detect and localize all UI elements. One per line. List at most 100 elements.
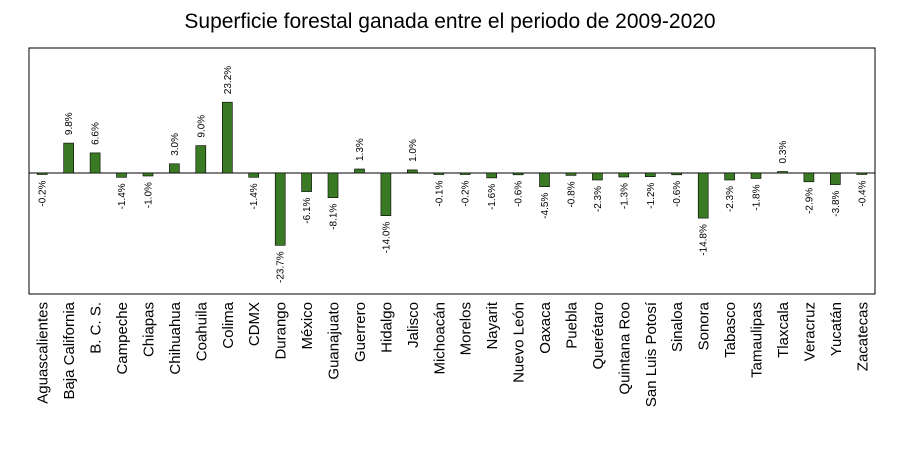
data-label-6: 3.0% bbox=[170, 133, 181, 156]
bar-19 bbox=[512, 172, 524, 176]
category-label-19: Nuevo León bbox=[511, 302, 528, 383]
bar-21 bbox=[565, 172, 577, 176]
data-label-26: -14.8% bbox=[699, 224, 710, 256]
data-label-21: -0.8% bbox=[567, 181, 578, 207]
category-label-18: Nayarit bbox=[484, 301, 501, 349]
category-label-28: Tamaulipas bbox=[749, 302, 766, 378]
category-label-32: Zacatecas bbox=[854, 302, 871, 371]
category-label-7: Coahuila bbox=[193, 301, 210, 361]
bar-7 bbox=[195, 145, 207, 174]
data-label-11: -6.1% bbox=[302, 197, 313, 223]
data-label-25: -0.6% bbox=[672, 181, 683, 207]
data-label-23: -1.3% bbox=[619, 183, 630, 209]
data-label-18: -1.6% bbox=[487, 184, 498, 210]
data-label-19: -0.6% bbox=[514, 181, 525, 207]
bar-9 bbox=[248, 172, 259, 178]
chart-title: Superficie forestal ganada entre el peri… bbox=[184, 10, 716, 33]
data-label-30: -2.9% bbox=[804, 188, 815, 214]
bar-32 bbox=[856, 172, 868, 175]
data-label-28: -1.8% bbox=[752, 184, 763, 210]
data-label-24: -1.2% bbox=[646, 183, 657, 209]
data-label-9: -1.4% bbox=[249, 183, 260, 209]
bar-25 bbox=[671, 172, 683, 176]
data-label-15: 1.0% bbox=[408, 139, 419, 162]
category-label-21: Puebla bbox=[564, 301, 581, 348]
bar-3 bbox=[89, 152, 101, 174]
category-label-29: Tlaxcala bbox=[775, 301, 792, 358]
bar-20 bbox=[539, 172, 550, 187]
category-label-22: Querétaro bbox=[590, 302, 607, 370]
category-label-16: Michoacán bbox=[431, 302, 448, 375]
bar-24 bbox=[644, 172, 656, 178]
data-label-22: -2.3% bbox=[593, 186, 604, 212]
bar-27 bbox=[724, 172, 735, 181]
data-label-20: -4.5% bbox=[540, 193, 551, 219]
category-label-2: Baja California bbox=[61, 301, 78, 399]
category-label-5: Chiapas bbox=[141, 302, 158, 357]
bar-14 bbox=[380, 172, 392, 217]
category-label-24: San Luis Potosí bbox=[643, 301, 660, 407]
category-label-8: Colima bbox=[220, 301, 237, 348]
data-label-10: -23.7% bbox=[276, 251, 287, 283]
bar-29 bbox=[777, 171, 788, 174]
category-label-14: Hidalgo bbox=[378, 302, 395, 353]
bar-30 bbox=[803, 172, 815, 183]
bar-10 bbox=[274, 172, 286, 246]
data-label-16: -0.1% bbox=[434, 180, 445, 206]
bar-31 bbox=[829, 172, 841, 185]
data-label-27: -2.3% bbox=[725, 186, 736, 212]
category-labels-group: Aguascalientes Baja California B. C. S. Cam… bbox=[35, 301, 872, 407]
data-label-7: 9.0% bbox=[196, 115, 207, 138]
category-label-10: Durango bbox=[273, 302, 290, 360]
bars-group bbox=[36, 101, 868, 246]
bar-18 bbox=[486, 172, 498, 179]
bar-5 bbox=[142, 172, 154, 177]
category-label-12: Guanajuato bbox=[326, 302, 343, 380]
data-label-3: 6.6% bbox=[91, 122, 102, 145]
category-label-3: B. C. S. bbox=[88, 302, 105, 354]
data-labels-group: -0.2% 9.8% 6.6% -1.4% -1.0% 3.0% 9.0% 23.2% -1.4… bbox=[38, 66, 869, 283]
bar-11 bbox=[301, 172, 312, 192]
data-label-1: -0.2% bbox=[38, 180, 49, 206]
data-label-4: -1.4% bbox=[117, 183, 128, 209]
bar-8 bbox=[222, 101, 233, 174]
bar-17 bbox=[459, 172, 471, 175]
category-label-1: Aguascalientes bbox=[35, 302, 52, 404]
category-label-15: Jalisco bbox=[405, 302, 422, 348]
category-label-17: Morelos bbox=[458, 302, 475, 355]
category-label-11: México bbox=[299, 302, 316, 350]
data-label-2: 9.8% bbox=[64, 112, 75, 135]
data-label-32: -0.4% bbox=[857, 180, 868, 206]
category-label-26: Sonora bbox=[696, 301, 713, 350]
data-label-14: -14.0% bbox=[381, 222, 392, 254]
category-label-20: Oaxaca bbox=[537, 301, 554, 353]
bar-22 bbox=[592, 172, 603, 181]
bar-13 bbox=[354, 168, 365, 174]
category-label-27: Tabasco bbox=[722, 302, 739, 358]
data-label-12: -8.1% bbox=[329, 204, 340, 230]
bar-15 bbox=[406, 169, 418, 174]
bar-6 bbox=[169, 163, 180, 174]
data-label-13: 1.3% bbox=[355, 138, 366, 161]
category-label-13: Guerrero bbox=[352, 302, 369, 362]
bar-2 bbox=[63, 142, 75, 174]
bar-1 bbox=[36, 172, 48, 175]
data-label-5: -1.0% bbox=[144, 182, 155, 208]
category-label-30: Veracruz bbox=[801, 302, 818, 361]
category-label-25: Sinaloa bbox=[669, 301, 686, 352]
data-label-31: -3.8% bbox=[831, 190, 842, 216]
bar-4 bbox=[116, 172, 127, 178]
data-label-8: 23.2% bbox=[223, 66, 234, 94]
bar-23 bbox=[618, 172, 630, 178]
data-label-17: -0.2% bbox=[461, 180, 472, 206]
category-label-9: CDMX bbox=[246, 302, 263, 346]
bar-26 bbox=[697, 172, 709, 219]
bar-28 bbox=[750, 172, 762, 179]
category-label-4: Campeche bbox=[114, 302, 131, 375]
category-label-6: Chihuahua bbox=[167, 301, 184, 374]
category-label-23: Quintana Roo bbox=[616, 302, 633, 395]
plot-area-frame bbox=[28, 47, 876, 295]
category-label-31: Yucatán bbox=[828, 302, 845, 356]
data-label-29: 0.3% bbox=[778, 141, 789, 164]
